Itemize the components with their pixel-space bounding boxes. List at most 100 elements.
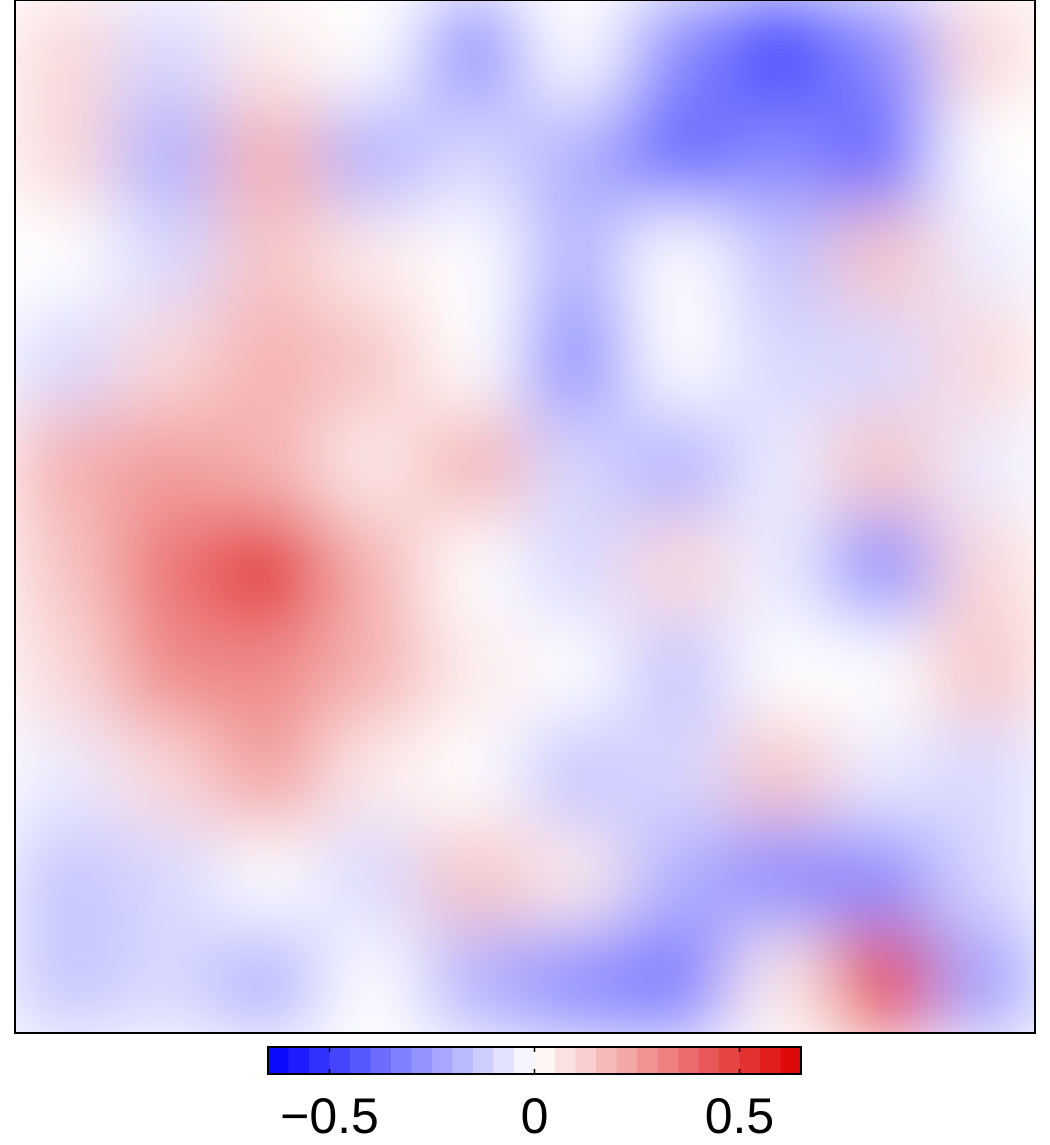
field-cell <box>830 102 934 208</box>
colorbar-step <box>637 1047 659 1074</box>
field-cell <box>728 825 832 931</box>
field-cell <box>320 929 424 1033</box>
colorbar-step <box>534 1047 556 1074</box>
field-cell <box>830 516 934 621</box>
field-cell <box>320 619 424 724</box>
field-cell <box>626 722 730 827</box>
colorbar-step <box>268 1047 290 1074</box>
colorbar-step <box>452 1047 474 1074</box>
field-cell <box>116 722 220 827</box>
field-cell <box>830 412 934 517</box>
field-cell <box>15 0 118 104</box>
field-cell <box>116 206 220 311</box>
field-cell <box>218 619 322 724</box>
field-cell <box>830 929 934 1033</box>
colorbar-step <box>370 1047 392 1074</box>
field-cell <box>932 206 1035 311</box>
field-cell <box>15 102 118 208</box>
field-cell <box>728 722 832 827</box>
field-cell <box>218 102 322 208</box>
colorbar-step <box>760 1047 782 1074</box>
field-cell <box>932 412 1035 517</box>
field-cell <box>320 825 424 931</box>
field-cell <box>830 722 934 827</box>
field-cell <box>422 516 526 621</box>
field-cell <box>626 309 730 414</box>
field-cell <box>422 102 526 208</box>
field-cell <box>728 516 832 621</box>
field-cell <box>320 516 424 621</box>
field-cell <box>728 412 832 517</box>
plot-frame <box>14 0 1036 1034</box>
field-cell <box>15 825 118 931</box>
field-cell <box>626 206 730 311</box>
field-cell <box>15 412 118 517</box>
colorbar-step <box>329 1047 351 1074</box>
field-cell <box>524 825 628 931</box>
field-cell <box>932 929 1035 1033</box>
field-cell <box>626 619 730 724</box>
colorbar-step <box>473 1047 495 1074</box>
field-cell <box>15 309 118 414</box>
field-cell <box>728 929 832 1033</box>
field-cell <box>320 206 424 311</box>
colorbar-step <box>514 1047 536 1074</box>
field-cell <box>524 0 628 104</box>
field-cell <box>218 929 322 1033</box>
colorbar-step <box>391 1047 413 1074</box>
field-cell <box>218 0 322 104</box>
field-cell <box>728 309 832 414</box>
field-cell <box>626 516 730 621</box>
field-cell <box>218 309 322 414</box>
field-cell <box>116 0 220 104</box>
field-cell <box>932 619 1035 724</box>
field-cell <box>116 412 220 517</box>
colorbar-step <box>432 1047 454 1074</box>
field-cell <box>524 929 628 1033</box>
field-cell <box>15 722 118 827</box>
field-cell <box>728 206 832 311</box>
field-cell <box>524 412 628 517</box>
field-cell <box>830 0 934 104</box>
field-cell <box>626 0 730 104</box>
field-cell <box>218 206 322 311</box>
field-cell <box>116 102 220 208</box>
colorbar-tick-label: −0.5 <box>280 1088 379 1144</box>
field-cell <box>626 412 730 517</box>
colorbar-step <box>719 1047 741 1074</box>
field-cells <box>15 0 1035 1033</box>
colorbar-step <box>411 1047 433 1074</box>
colorbar: −0.5 0 0.5 <box>267 1046 802 1144</box>
field-cell <box>320 722 424 827</box>
field-cell <box>830 206 934 311</box>
field-cell <box>422 825 526 931</box>
field-cell <box>524 206 628 311</box>
field-cell <box>626 825 730 931</box>
field-cell <box>932 0 1035 104</box>
field-cell <box>524 722 628 827</box>
colorbar-step <box>493 1047 515 1074</box>
field-cell <box>15 619 118 724</box>
contour-field <box>15 0 1035 1033</box>
colorbar-step <box>657 1047 679 1074</box>
colorbar-step <box>350 1047 372 1074</box>
field-cell <box>320 309 424 414</box>
field-cell <box>626 929 730 1033</box>
field-cell <box>524 309 628 414</box>
colorbar-step <box>678 1047 700 1074</box>
field-cell <box>422 619 526 724</box>
field-cell <box>524 516 628 621</box>
field-cell <box>932 825 1035 931</box>
field-cell <box>626 102 730 208</box>
field-cell <box>830 309 934 414</box>
field-cell <box>932 516 1035 621</box>
field-cell <box>932 722 1035 827</box>
field-cell <box>320 0 424 104</box>
field-cell <box>218 516 322 621</box>
field-cell <box>524 102 628 208</box>
field-cell <box>422 206 526 311</box>
field-cell <box>422 722 526 827</box>
field-cell <box>116 516 220 621</box>
field-cell <box>932 102 1035 208</box>
